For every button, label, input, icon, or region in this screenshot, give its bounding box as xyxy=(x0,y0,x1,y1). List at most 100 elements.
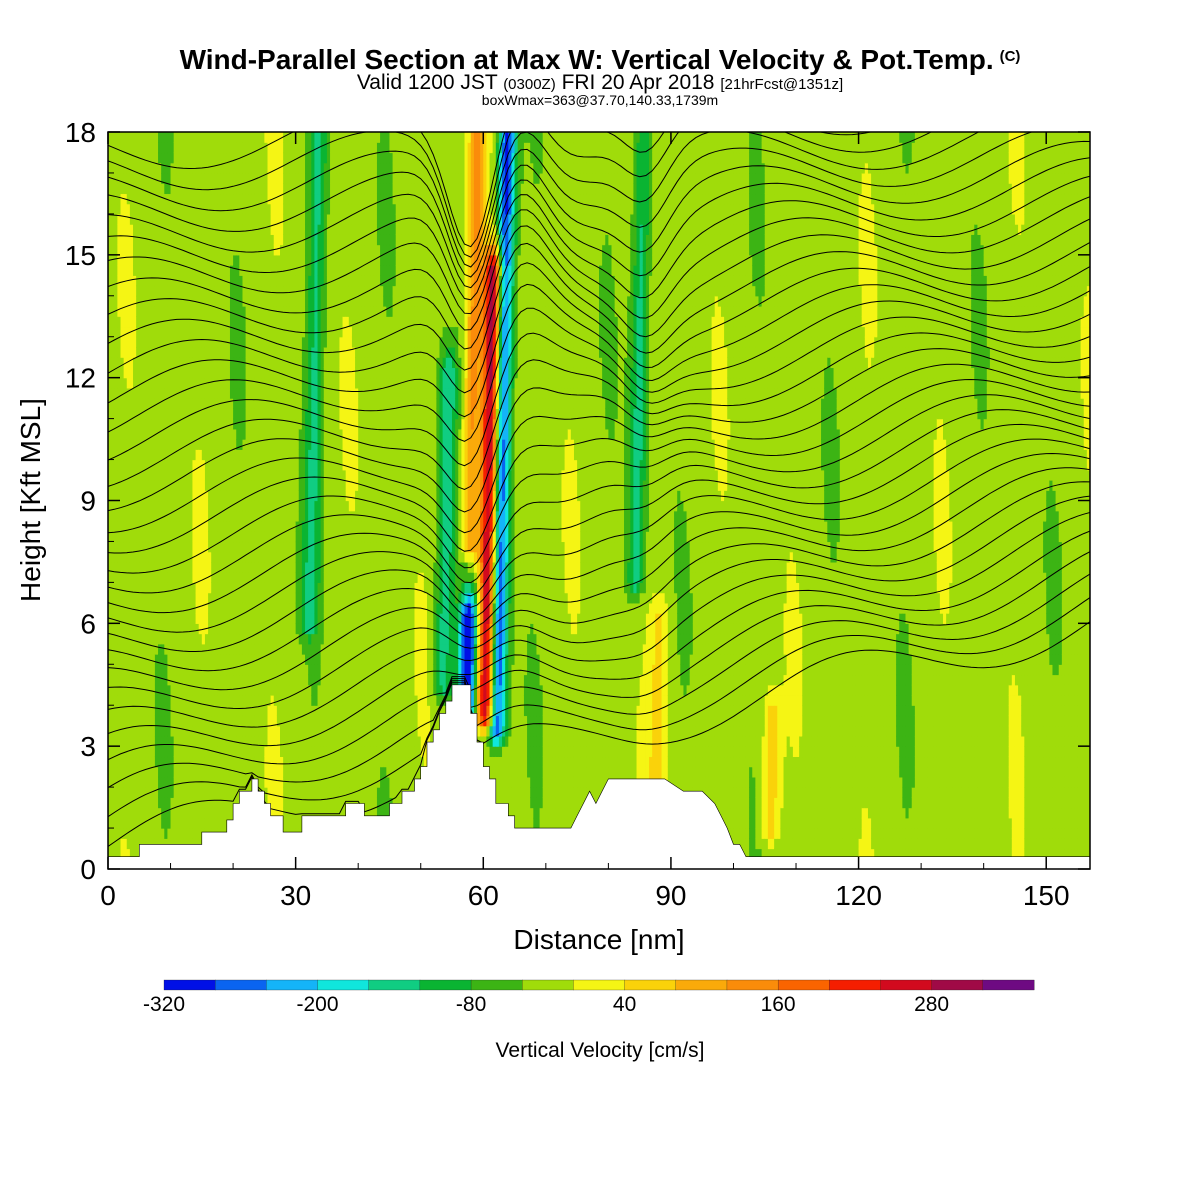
velocity-cell xyxy=(164,766,169,778)
velocity-cell xyxy=(211,254,215,266)
velocity-cell xyxy=(242,766,247,778)
velocity-cell xyxy=(223,193,228,205)
velocity-cell xyxy=(233,572,237,583)
velocity-cell xyxy=(229,633,234,645)
velocity-cell xyxy=(298,346,303,358)
velocity-cell xyxy=(239,602,244,614)
velocity-cell xyxy=(276,633,281,645)
velocity-cell xyxy=(154,203,159,215)
velocity-cell xyxy=(248,275,253,287)
velocity-cell xyxy=(320,705,325,717)
velocity-cell xyxy=(311,469,316,481)
velocity-cell xyxy=(204,725,209,737)
velocity-cell xyxy=(220,592,225,604)
velocity-cell xyxy=(317,162,322,174)
velocity-cell xyxy=(145,531,150,543)
velocity-cell xyxy=(139,295,143,307)
velocity-cell xyxy=(314,265,319,276)
velocity-cell xyxy=(292,387,297,399)
velocity-cell xyxy=(154,449,159,461)
velocity-cell xyxy=(292,531,297,543)
velocity-cell xyxy=(111,469,115,481)
velocity-cell xyxy=(251,459,256,471)
velocity-cell xyxy=(173,694,178,706)
velocity-cell xyxy=(186,602,190,614)
velocity-cell xyxy=(176,643,181,655)
velocity-cell xyxy=(211,674,215,686)
velocity-cell xyxy=(208,623,212,635)
velocity-cell xyxy=(242,715,247,727)
velocity-cell xyxy=(292,418,297,430)
velocity-cell xyxy=(229,643,234,655)
velocity-cell xyxy=(292,684,297,696)
velocity-cell xyxy=(211,561,215,573)
velocity-cell xyxy=(254,480,259,491)
velocity-cell xyxy=(204,357,209,369)
velocity-cell xyxy=(254,346,259,358)
velocity-cell xyxy=(239,275,244,287)
velocity-cell xyxy=(301,152,306,164)
velocity-cell xyxy=(148,613,153,624)
velocity-cell xyxy=(148,776,153,788)
velocity-cell xyxy=(111,428,115,440)
velocity-cell xyxy=(148,459,153,471)
velocity-cell xyxy=(258,613,262,624)
velocity-cell xyxy=(233,531,237,543)
velocity-cell xyxy=(120,183,125,195)
velocity-cell xyxy=(301,213,306,225)
velocity-cell xyxy=(176,602,181,614)
velocity-cell xyxy=(286,183,290,195)
velocity-cell xyxy=(167,766,172,778)
velocity-cell xyxy=(198,367,203,379)
velocity-cell xyxy=(114,316,118,328)
velocity-cell xyxy=(120,480,125,491)
velocity-cell xyxy=(236,162,240,174)
velocity-cell xyxy=(142,623,147,635)
velocity-cell xyxy=(314,490,319,502)
velocity-cell xyxy=(189,623,194,635)
velocity-cell xyxy=(211,142,215,154)
velocity-cell xyxy=(280,408,284,420)
velocity-cell xyxy=(201,367,206,379)
velocity-cell xyxy=(276,510,281,522)
velocity-cell xyxy=(236,654,240,665)
velocity-cell xyxy=(114,582,118,594)
velocity-cell xyxy=(229,183,234,195)
velocity-cell xyxy=(201,582,206,594)
velocity-cell xyxy=(201,643,206,655)
velocity-cell xyxy=(189,838,194,850)
velocity-cell xyxy=(248,756,253,768)
velocity-cell xyxy=(311,387,316,399)
velocity-cell xyxy=(254,592,259,604)
velocity-cell xyxy=(233,592,237,604)
velocity-cell xyxy=(273,469,278,481)
velocity-cell xyxy=(251,715,256,727)
velocity-cell xyxy=(223,715,228,727)
velocity-cell xyxy=(173,735,178,747)
velocity-cell xyxy=(236,797,240,809)
velocity-cell xyxy=(245,469,250,481)
velocity-cell xyxy=(283,183,287,195)
velocity-cell xyxy=(248,766,253,778)
velocity-cell xyxy=(280,357,284,369)
velocity-cell xyxy=(133,715,137,727)
velocity-cell xyxy=(154,162,159,174)
velocity-cell xyxy=(317,152,322,164)
velocity-cell xyxy=(236,224,240,235)
velocity-cell xyxy=(111,357,115,369)
velocity-cell xyxy=(195,346,200,358)
velocity-cell xyxy=(211,357,215,369)
velocity-cell xyxy=(208,275,212,287)
velocity-cell xyxy=(120,377,125,389)
velocity-cell xyxy=(301,203,306,215)
velocity-cell xyxy=(183,152,187,164)
velocity-cell xyxy=(204,439,209,450)
velocity-cell xyxy=(280,183,284,195)
velocity-cell xyxy=(276,582,281,594)
velocity-cell xyxy=(239,756,244,768)
velocity-cell xyxy=(229,449,234,461)
velocity-cell xyxy=(192,285,197,297)
velocity-cell xyxy=(129,654,134,665)
velocity-cell xyxy=(161,193,165,205)
velocity-cell xyxy=(126,459,131,471)
